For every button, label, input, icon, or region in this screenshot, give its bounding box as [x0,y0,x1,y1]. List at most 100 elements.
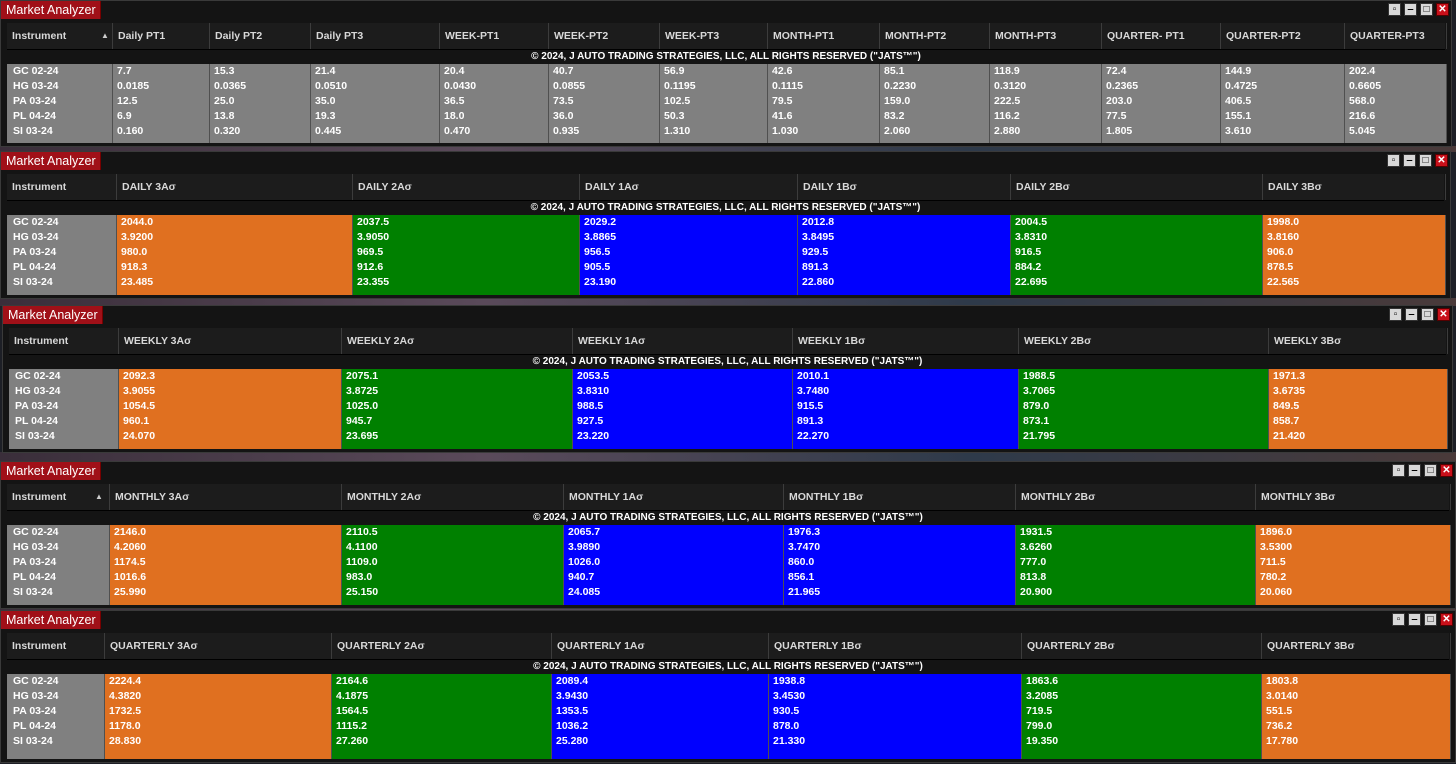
column-header[interactable]: QUARTERLY 2Bσ [1022,633,1262,659]
value-cell[interactable]: 1054.5 [123,400,156,412]
value-cell[interactable]: 102.5 [664,95,691,107]
value-cell[interactable]: 79.5 [772,95,793,107]
instrument-cell[interactable]: PA 03-24 [13,705,57,717]
column-header[interactable]: WEEKLY 2Aσ [342,328,573,354]
value-cell[interactable]: 21.420 [1273,430,1306,442]
instrument-cell[interactable]: GC 02-24 [13,526,59,538]
value-cell[interactable]: 2065.7 [568,526,601,538]
instrument-cell[interactable]: PL 04-24 [15,415,58,427]
column-header[interactable]: MONTHLY 2Aσ [342,484,564,510]
value-cell[interactable]: 4.3820 [109,690,142,702]
value-cell[interactable]: 2.880 [994,125,1021,137]
value-cell[interactable]: 23.190 [584,276,617,288]
value-cell[interactable]: 983.0 [346,571,373,583]
value-cell[interactable]: 23.220 [577,430,610,442]
value-cell[interactable]: 2053.5 [577,370,610,382]
column-header[interactable]: MONTHLY 3Aσ [110,484,342,510]
value-cell[interactable]: 36.0 [553,110,574,122]
value-cell[interactable]: 3.8495 [802,231,835,243]
instrument-cell[interactable]: SI 03-24 [13,276,53,288]
value-cell[interactable]: 3.8725 [346,385,379,397]
value-cell[interactable]: 3.8310 [1015,231,1048,243]
title-bar[interactable]: Market Analyzer ▫ ‒ □ ✕ [1,462,1455,480]
value-cell[interactable]: 799.0 [1026,720,1053,732]
value-cell[interactable]: 0.6605 [1349,80,1382,92]
value-cell[interactable]: 2075.1 [346,370,379,382]
value-cell[interactable]: 2004.5 [1015,216,1048,228]
value-cell[interactable]: 1931.5 [1020,526,1053,538]
value-cell[interactable]: 3.4530 [773,690,806,702]
column-header[interactable]: WEEK-PT2 [549,23,660,49]
value-cell[interactable]: 20.4 [444,65,465,77]
value-cell[interactable]: 813.8 [1020,571,1047,583]
value-cell[interactable]: 23.355 [357,276,390,288]
value-cell[interactable]: 1174.5 [114,556,146,568]
minimize-button[interactable]: ‒ [1408,464,1421,477]
value-cell[interactable]: 1564.5 [336,705,369,717]
value-cell[interactable]: 3.9050 [357,231,390,243]
instrument-cell[interactable]: PL 04-24 [13,110,56,122]
value-cell[interactable]: 24.085 [568,586,601,598]
column-header[interactable]: Daily PT2 [210,23,311,49]
value-cell[interactable]: 879.0 [1023,400,1050,412]
column-header[interactable]: MONTHLY 1Aσ [564,484,784,510]
column-header[interactable]: DAILY 3Bσ [1263,174,1446,200]
value-cell[interactable]: 719.5 [1026,705,1053,717]
value-cell[interactable]: 878.5 [1267,261,1294,273]
value-cell[interactable]: 1732.5 [109,705,142,717]
value-cell[interactable]: 1016.6 [114,571,147,583]
value-cell[interactable]: 1.805 [1106,125,1133,137]
column-header[interactable]: QUARTERLY 2Aσ [332,633,552,659]
value-cell[interactable]: 3.7480 [797,385,830,397]
value-cell[interactable]: 406.5 [1225,95,1252,107]
value-cell[interactable]: 1976.3 [788,526,821,538]
instrument-cell[interactable]: PA 03-24 [13,556,57,568]
value-cell[interactable]: 3.5300 [1260,541,1293,553]
column-header[interactable]: WEEKLY 1Bσ [793,328,1019,354]
value-cell[interactable]: 916.5 [1015,246,1042,258]
value-cell[interactable]: 945.7 [346,415,373,427]
column-header-instrument[interactable]: Instrument ▲ [7,23,113,49]
value-cell[interactable]: 0.2365 [1106,80,1139,92]
value-cell[interactable]: 21.965 [788,586,821,598]
value-cell[interactable]: 2089.4 [556,675,589,687]
instrument-cell[interactable]: GC 02-24 [15,370,61,382]
value-cell[interactable]: 85.1 [884,65,905,77]
value-cell[interactable]: 858.7 [1273,415,1300,427]
column-header[interactable]: QUARTER-PT3 [1345,23,1447,49]
column-header[interactable]: DAILY 2Aσ [353,174,580,200]
value-cell[interactable]: 3.2085 [1026,690,1059,702]
instrument-cell[interactable]: SI 03-24 [15,430,55,442]
title-bar[interactable]: Market Analyzer ▫ ‒ □ ✕ [3,306,1452,324]
value-cell[interactable]: 12.5 [117,95,138,107]
value-cell[interactable]: 3.9890 [568,541,601,553]
instrument-cell[interactable]: HG 03-24 [13,80,59,92]
value-cell[interactable]: 20.060 [1260,586,1293,598]
value-cell[interactable]: 1998.0 [1267,216,1300,228]
column-header[interactable]: MONTH-PT2 [880,23,990,49]
value-cell[interactable]: 3.8160 [1267,231,1300,243]
value-cell[interactable]: 25.0 [214,95,235,107]
column-header[interactable]: QUARTER-PT2 [1221,23,1345,49]
column-header[interactable]: WEEK-PT3 [660,23,768,49]
restore-button[interactable]: ▫ [1388,3,1401,16]
maximize-button[interactable]: □ [1419,154,1432,167]
value-cell[interactable]: 2092.3 [123,370,156,382]
value-cell[interactable]: 202.4 [1349,65,1376,77]
instrument-cell[interactable]: PA 03-24 [15,400,59,412]
value-cell[interactable]: 0.470 [444,125,471,137]
value-cell[interactable]: 0.3120 [994,80,1027,92]
instrument-cell[interactable]: PL 04-24 [13,571,56,583]
value-cell[interactable]: 2164.6 [336,675,369,687]
close-button[interactable]: ✕ [1436,3,1449,16]
value-cell[interactable]: 159.0 [884,95,911,107]
value-cell[interactable]: 0.1115 [772,80,803,92]
value-cell[interactable]: 856.1 [788,571,815,583]
column-header[interactable]: QUARTERLY 3Bσ [1262,633,1451,659]
column-header[interactable]: QUARTERLY 1Bσ [769,633,1022,659]
column-header[interactable]: WEEKLY 2Bσ [1019,328,1269,354]
value-cell[interactable]: 7.7 [117,65,132,77]
value-cell[interactable]: 929.5 [802,246,829,258]
value-cell[interactable]: 956.5 [584,246,611,258]
value-cell[interactable]: 912.6 [357,261,384,273]
